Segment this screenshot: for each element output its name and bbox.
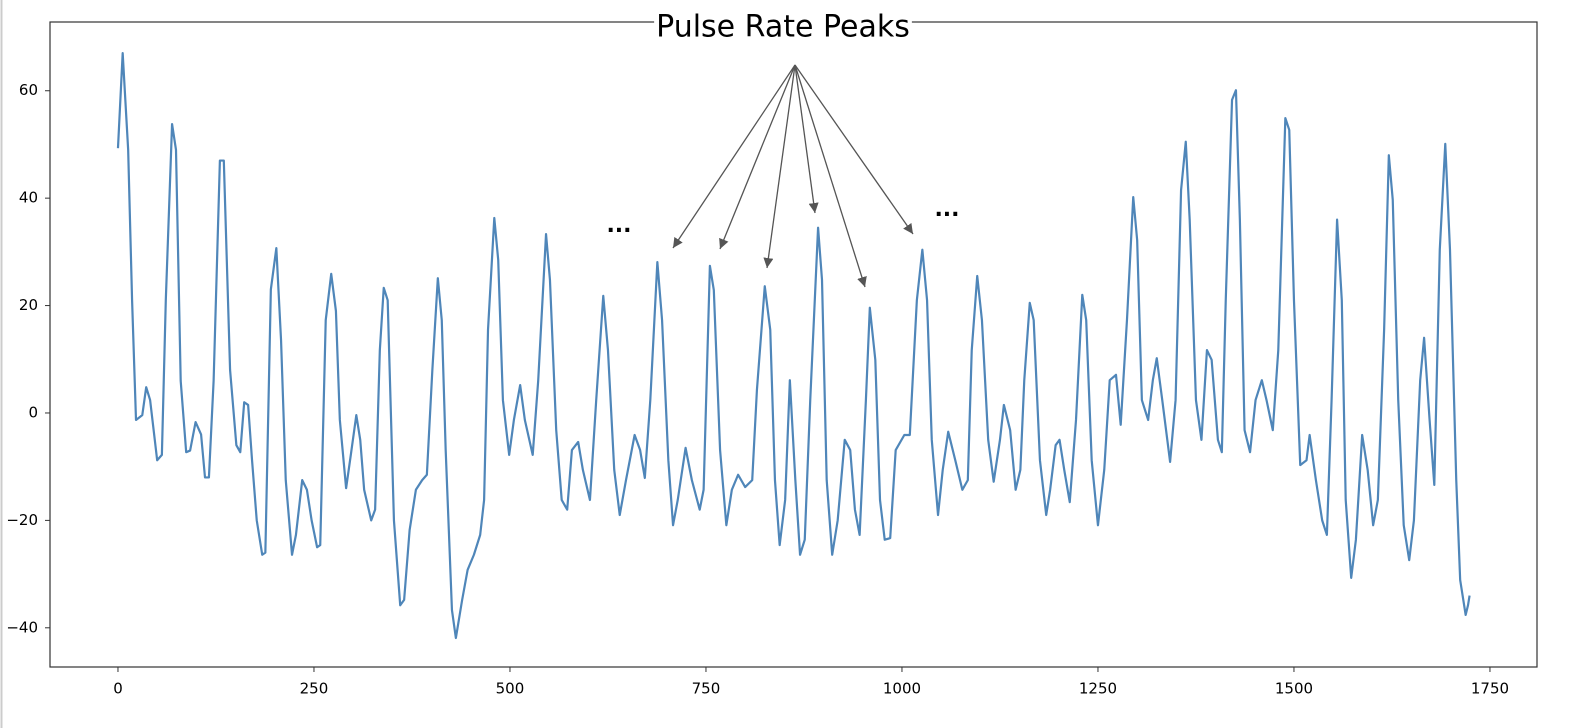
x-tick-label: 0 — [113, 680, 123, 698]
arrow — [763, 64, 796, 269]
annotation: ... — [606, 213, 631, 238]
arrow — [794, 64, 819, 214]
arrow — [672, 64, 796, 249]
data-line — [116, 52, 1471, 640]
y-tick-label: 60 — [19, 81, 38, 99]
arrow — [794, 64, 867, 288]
x-tick-label: 1000 — [883, 680, 921, 698]
y-tick-label: 20 — [19, 296, 38, 314]
y-tick-label: 0 — [28, 403, 38, 421]
x-tick-label: 1750 — [1471, 680, 1509, 698]
title-background — [654, 9, 912, 45]
x-tick-label: 250 — [300, 680, 329, 698]
annotation: ... — [934, 197, 959, 222]
arrow — [794, 64, 914, 235]
arrow — [719, 64, 796, 250]
y-tick-label: −40 — [6, 618, 38, 636]
x-tick-label: 1250 — [1079, 680, 1117, 698]
chart-title: Pulse Rate Peaks — [656, 10, 910, 45]
y-tick-label: 40 — [19, 189, 38, 207]
x-tick-label: 750 — [692, 680, 721, 698]
arrows — [672, 64, 914, 288]
x-tick-label: 500 — [496, 680, 525, 698]
x-tick-label: 1500 — [1275, 680, 1313, 698]
plot-frame — [49, 21, 1538, 668]
y-tick-label: −20 — [6, 511, 38, 529]
